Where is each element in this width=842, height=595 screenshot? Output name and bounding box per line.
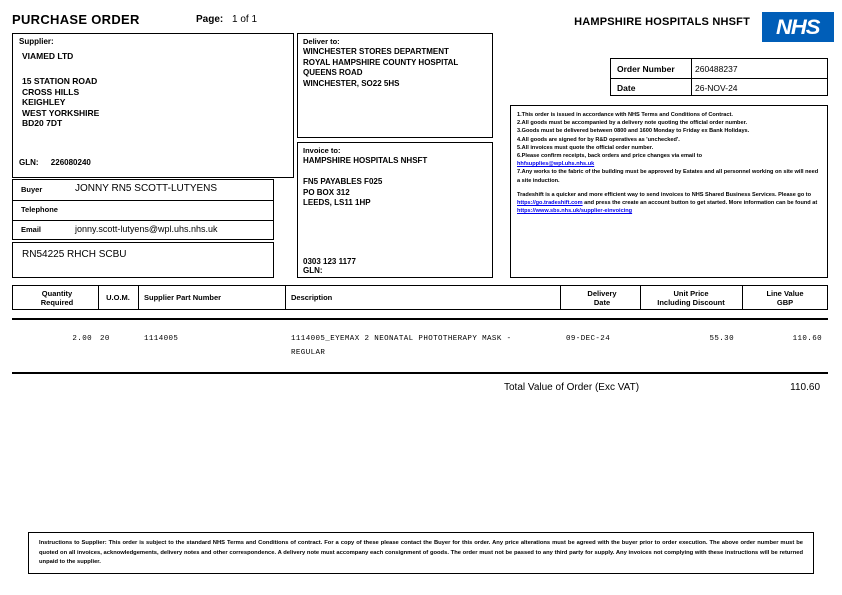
- deliver-to-address: WINCHESTER STORES DEPARTMENT ROYAL HAMPSH…: [303, 47, 459, 88]
- table-divider: [742, 285, 743, 310]
- tradeshift-text-before: Tradeshift is a quicker and more efficie…: [517, 191, 812, 198]
- order-number-row: Order Number 260488237: [611, 59, 827, 79]
- row-quantity: 2.00: [72, 335, 92, 343]
- email-row: Email jonny.scott-lutyens@wpl.uhs.nhs.uk: [13, 220, 273, 240]
- row-unit-price: 55.30: [709, 335, 734, 343]
- terms-and-conditions-block: 1.This order is issued in accordance wit…: [510, 105, 828, 278]
- supplier-gln-value: 226080240: [50, 158, 91, 167]
- table-divider: [12, 285, 13, 310]
- table-divider: [98, 285, 99, 310]
- total-value: 110.60: [790, 382, 820, 393]
- email-label: Email: [21, 225, 42, 234]
- supplies-email-link[interactable]: hhfsupplies@wpl.uhs.nhs.uk: [517, 161, 595, 168]
- supplier-address: 15 STATION ROAD CROSS HILLS KEIGHLEY WEST Y…: [22, 76, 100, 128]
- sbs-einvoicing-link[interactable]: https://www.sbs.nhs.uk/supplier-einvoici…: [517, 208, 633, 215]
- order-box-divider: [691, 59, 692, 95]
- supplier-gln-label: GLN:: [19, 158, 39, 167]
- buyer-block: Buyer JONNY RN5 SCOTT-LUTYENS Telephone …: [12, 179, 274, 240]
- row-description: 1114005_EYEMAX 2 NEONATAL PHOTOTHERAPY M…: [291, 335, 512, 357]
- footer-instructions-block: Instructions to Supplier: This order is …: [28, 532, 814, 574]
- telephone-label: Telephone: [21, 205, 58, 214]
- supplier-label: Supplier:: [19, 37, 54, 46]
- column-header-part-number: Supplier Part Number: [144, 293, 222, 302]
- terms-item-2: 2.All goods must be accompanied by a del…: [517, 120, 748, 127]
- table-divider: [285, 285, 286, 310]
- table-divider: [827, 285, 828, 310]
- telephone-row: Telephone: [13, 200, 273, 221]
- row-delivery-date: 09-DEC-24: [566, 335, 611, 343]
- terms-item-6: 6.Please confirm receipts, back orders a…: [517, 153, 702, 160]
- tradeshift-link[interactable]: https://go.tradeshift.com: [517, 200, 583, 207]
- order-date-value: 26-NOV-24: [695, 83, 738, 93]
- row-line-value: 110.60: [792, 335, 822, 343]
- total-label: Total Value of Order (Exc VAT): [504, 382, 640, 393]
- organisation-name: HAMPSHIRE HOSPITALS NHSFT: [574, 16, 750, 28]
- deliver-to-block: Deliver to: WINCHESTER STORES DEPARTMENT…: [297, 33, 493, 138]
- buyer-row: Buyer JONNY RN5 SCOTT-LUTYENS: [13, 180, 273, 201]
- column-header-quantity: Quantity Required: [40, 289, 74, 307]
- invoice-to-block: Invoice to: HAMPSHIRE HOSPITALS NHSFT FN…: [297, 142, 493, 278]
- items-table-header: [12, 285, 828, 310]
- column-header-uom: U.O.M.: [106, 293, 130, 302]
- invoice-to-name: HAMPSHIRE HOSPITALS NHSFT: [303, 156, 428, 165]
- terms-item-3: 3.Goods must be delivered between 0800 a…: [517, 128, 750, 135]
- footer-instructions-text: Instructions to Supplier: This order is …: [39, 540, 803, 565]
- page-number-value: 1 of 1: [232, 14, 258, 25]
- tradeshift-text-after: and press the create an account button t…: [584, 200, 818, 207]
- terms-item-1: 1.This order is issued in accordance wit…: [517, 112, 733, 118]
- tradeshift-paragraph: Tradeshift is a quicker and more efficie…: [517, 191, 822, 216]
- department-block: RN54225 RHCH SCBU: [12, 242, 274, 278]
- nhs-logo-text: NHS: [776, 15, 820, 39]
- column-header-line-value: Line Value GBP: [766, 289, 804, 307]
- order-details-block: Order Number 260488237 Date 26-NOV-24: [610, 58, 828, 96]
- deliver-to-label: Deliver to:: [303, 37, 340, 46]
- invoice-to-label: Invoice to:: [303, 146, 341, 155]
- invoice-to-phone: 0303 123 1177: [303, 257, 356, 266]
- table-divider: [560, 285, 561, 310]
- terms-item-4: 4.All goods are signed for by R&D operat…: [517, 136, 680, 143]
- column-header-delivery-date: Delivery Date: [587, 289, 617, 307]
- table-bottom-rule: [12, 372, 828, 374]
- invoice-to-address: FN5 PAYABLES F025 PO BOX 312 LEEDS, LS11 1…: [303, 177, 383, 207]
- buyer-name: JONNY RN5 SCOTT-LUTYENS: [75, 183, 218, 194]
- order-date-row: Date 26-NOV-24: [611, 78, 827, 97]
- nhs-logo: NHS: [762, 12, 834, 42]
- row-part-number: 1114005: [144, 335, 179, 343]
- terms-item-7: 7.Any works to the fabric of the buildin…: [517, 169, 819, 184]
- supplier-gln: GLN: 226080240: [19, 158, 91, 167]
- table-divider: [640, 285, 641, 310]
- email-value[interactable]: jonny.scott-lutyens@wpl.uhs.nhs.uk: [75, 224, 218, 234]
- order-number-label: Order Number: [617, 64, 675, 74]
- supplier-name: VIAMED LTD: [22, 51, 74, 61]
- table-divider: [138, 285, 139, 310]
- department-text: RN54225 RHCH SCBU: [22, 249, 127, 260]
- supplier-block: Supplier: VIAMED LTD 15 STATION ROAD CROS…: [12, 33, 294, 178]
- page-number-label: Page:: [196, 14, 224, 25]
- terms-text: 1.This order is issued in accordance wit…: [517, 111, 822, 215]
- column-header-unit-price: Unit Price Including Discount: [657, 289, 725, 307]
- row-uom: 20: [100, 335, 110, 343]
- page-title: PURCHASE ORDER: [12, 12, 140, 27]
- table-rule: [12, 318, 828, 320]
- order-date-label: Date: [617, 83, 636, 93]
- order-number-value: 260488237: [695, 64, 738, 74]
- column-header-description: Description: [291, 293, 333, 302]
- invoice-to-gln-label: GLN:: [303, 266, 323, 275]
- terms-item-5: 5.All invoices must quote the official o…: [517, 144, 654, 151]
- buyer-label: Buyer: [21, 185, 43, 194]
